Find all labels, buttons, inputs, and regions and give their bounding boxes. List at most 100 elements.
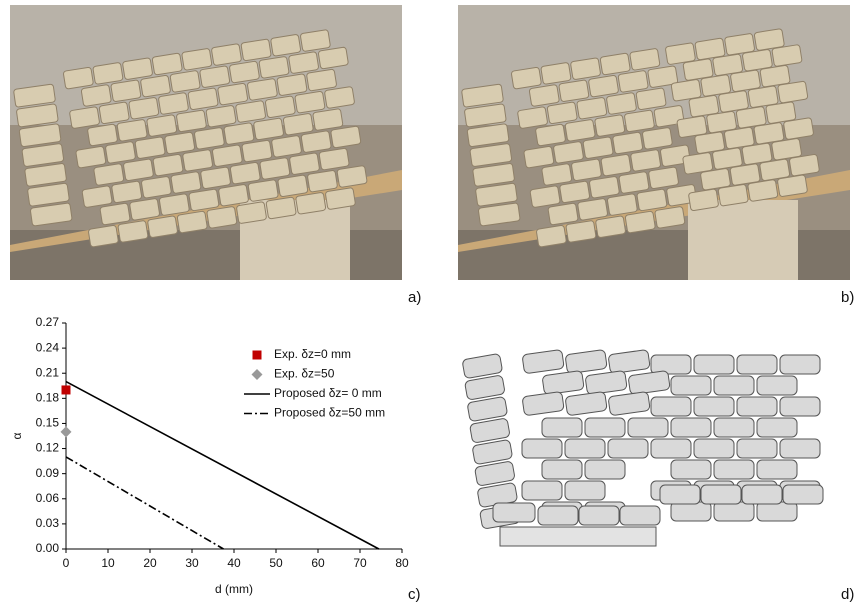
y-tick-label: 0.24	[36, 340, 60, 354]
photo-brick	[278, 175, 308, 197]
photo-brick	[588, 75, 618, 97]
photo-brick	[123, 159, 153, 181]
y-axis-label: α	[10, 432, 24, 439]
legend-label: Proposed δz=50 mm	[274, 406, 385, 420]
photo-brick	[337, 165, 367, 187]
photo-brick	[601, 154, 631, 176]
photo-brick	[783, 118, 813, 140]
photo-brick	[207, 206, 237, 228]
legend-label: Proposed δz= 0 mm	[274, 386, 382, 400]
photo-brick	[283, 113, 313, 135]
block	[565, 391, 607, 415]
block	[542, 418, 582, 437]
photo-brick	[152, 53, 182, 75]
photos	[10, 5, 850, 280]
photo-brick	[147, 115, 177, 137]
photo-brick	[772, 44, 802, 66]
photo-brick	[159, 194, 189, 216]
photo-brick	[313, 108, 343, 130]
photo-brick	[748, 179, 778, 201]
photo-brick	[99, 102, 129, 124]
photo-brick	[253, 118, 283, 140]
photo-brick	[242, 140, 272, 162]
block	[522, 391, 564, 415]
block	[757, 418, 797, 437]
photo-brick	[577, 198, 607, 220]
photo-brick	[296, 192, 326, 214]
photo-brick	[559, 80, 589, 102]
photo-brick	[236, 202, 266, 224]
block	[565, 439, 605, 458]
photo-brick	[93, 62, 123, 84]
photo-brick	[82, 186, 112, 208]
photo-brick	[147, 216, 177, 238]
block	[465, 375, 506, 400]
block	[737, 439, 777, 458]
block	[651, 397, 691, 416]
photo-brick	[642, 127, 672, 149]
photo-brick	[171, 171, 201, 193]
photo-brick	[111, 181, 141, 203]
y-tick-label: 0.09	[36, 466, 60, 480]
block	[694, 355, 734, 374]
block	[780, 439, 820, 458]
photo-brick	[117, 119, 147, 141]
panel-label: b)	[841, 289, 854, 306]
photo-brick	[248, 179, 278, 201]
photo-brick	[606, 92, 636, 114]
block	[714, 502, 754, 521]
block	[737, 397, 777, 416]
y-tick-label: 0.12	[36, 441, 60, 455]
photo-brick	[229, 61, 259, 83]
photo-brick	[158, 92, 188, 114]
wall-diagram	[462, 349, 823, 546]
photo-brick	[301, 131, 331, 153]
y-tick-label: 0.27	[36, 315, 60, 329]
photo-brick	[530, 186, 560, 208]
data-line	[66, 457, 224, 549]
block	[783, 485, 823, 504]
block	[671, 502, 711, 521]
photo-brick	[636, 88, 666, 110]
y-tick-label: 0.18	[36, 391, 60, 405]
photo-brick	[630, 48, 660, 70]
x-axis-label: d (mm)	[215, 582, 253, 596]
block	[522, 349, 564, 373]
photo-brick	[230, 162, 260, 184]
block	[737, 355, 777, 374]
photo-brick	[547, 102, 577, 124]
block	[608, 391, 650, 415]
photo-brick	[718, 184, 748, 206]
photo-brick	[129, 97, 159, 119]
block	[714, 460, 754, 479]
photo-brick	[624, 110, 654, 132]
photo-brick	[619, 171, 649, 193]
block	[585, 418, 625, 437]
legend-label: Exp. δz=50	[274, 367, 335, 381]
block	[470, 418, 511, 443]
figure: a) b) c) d) d (mm) α 0.000.030.060.090.1…	[0, 0, 859, 607]
photo-brick	[331, 126, 361, 148]
photo-brick	[529, 84, 559, 106]
block	[522, 439, 562, 458]
photo-brick	[630, 149, 660, 171]
photo-brick	[270, 34, 300, 56]
photo-brick	[306, 69, 336, 91]
photo-brick	[260, 157, 290, 179]
photo-brick	[135, 137, 165, 159]
photo-brick	[566, 220, 596, 242]
block	[671, 418, 711, 437]
photo-brick	[595, 216, 625, 238]
block	[671, 376, 711, 395]
photo-brick	[517, 107, 547, 129]
x-tick-label: 10	[101, 556, 115, 570]
photo-brick	[277, 74, 307, 96]
photo-brick	[570, 58, 600, 80]
photo-brick	[81, 84, 111, 106]
photo-brick	[571, 159, 601, 181]
photo-brick	[206, 105, 236, 127]
photo-brick	[324, 86, 354, 108]
panel-label: c)	[408, 586, 421, 603]
block	[542, 370, 584, 394]
photo-brick	[176, 110, 206, 132]
